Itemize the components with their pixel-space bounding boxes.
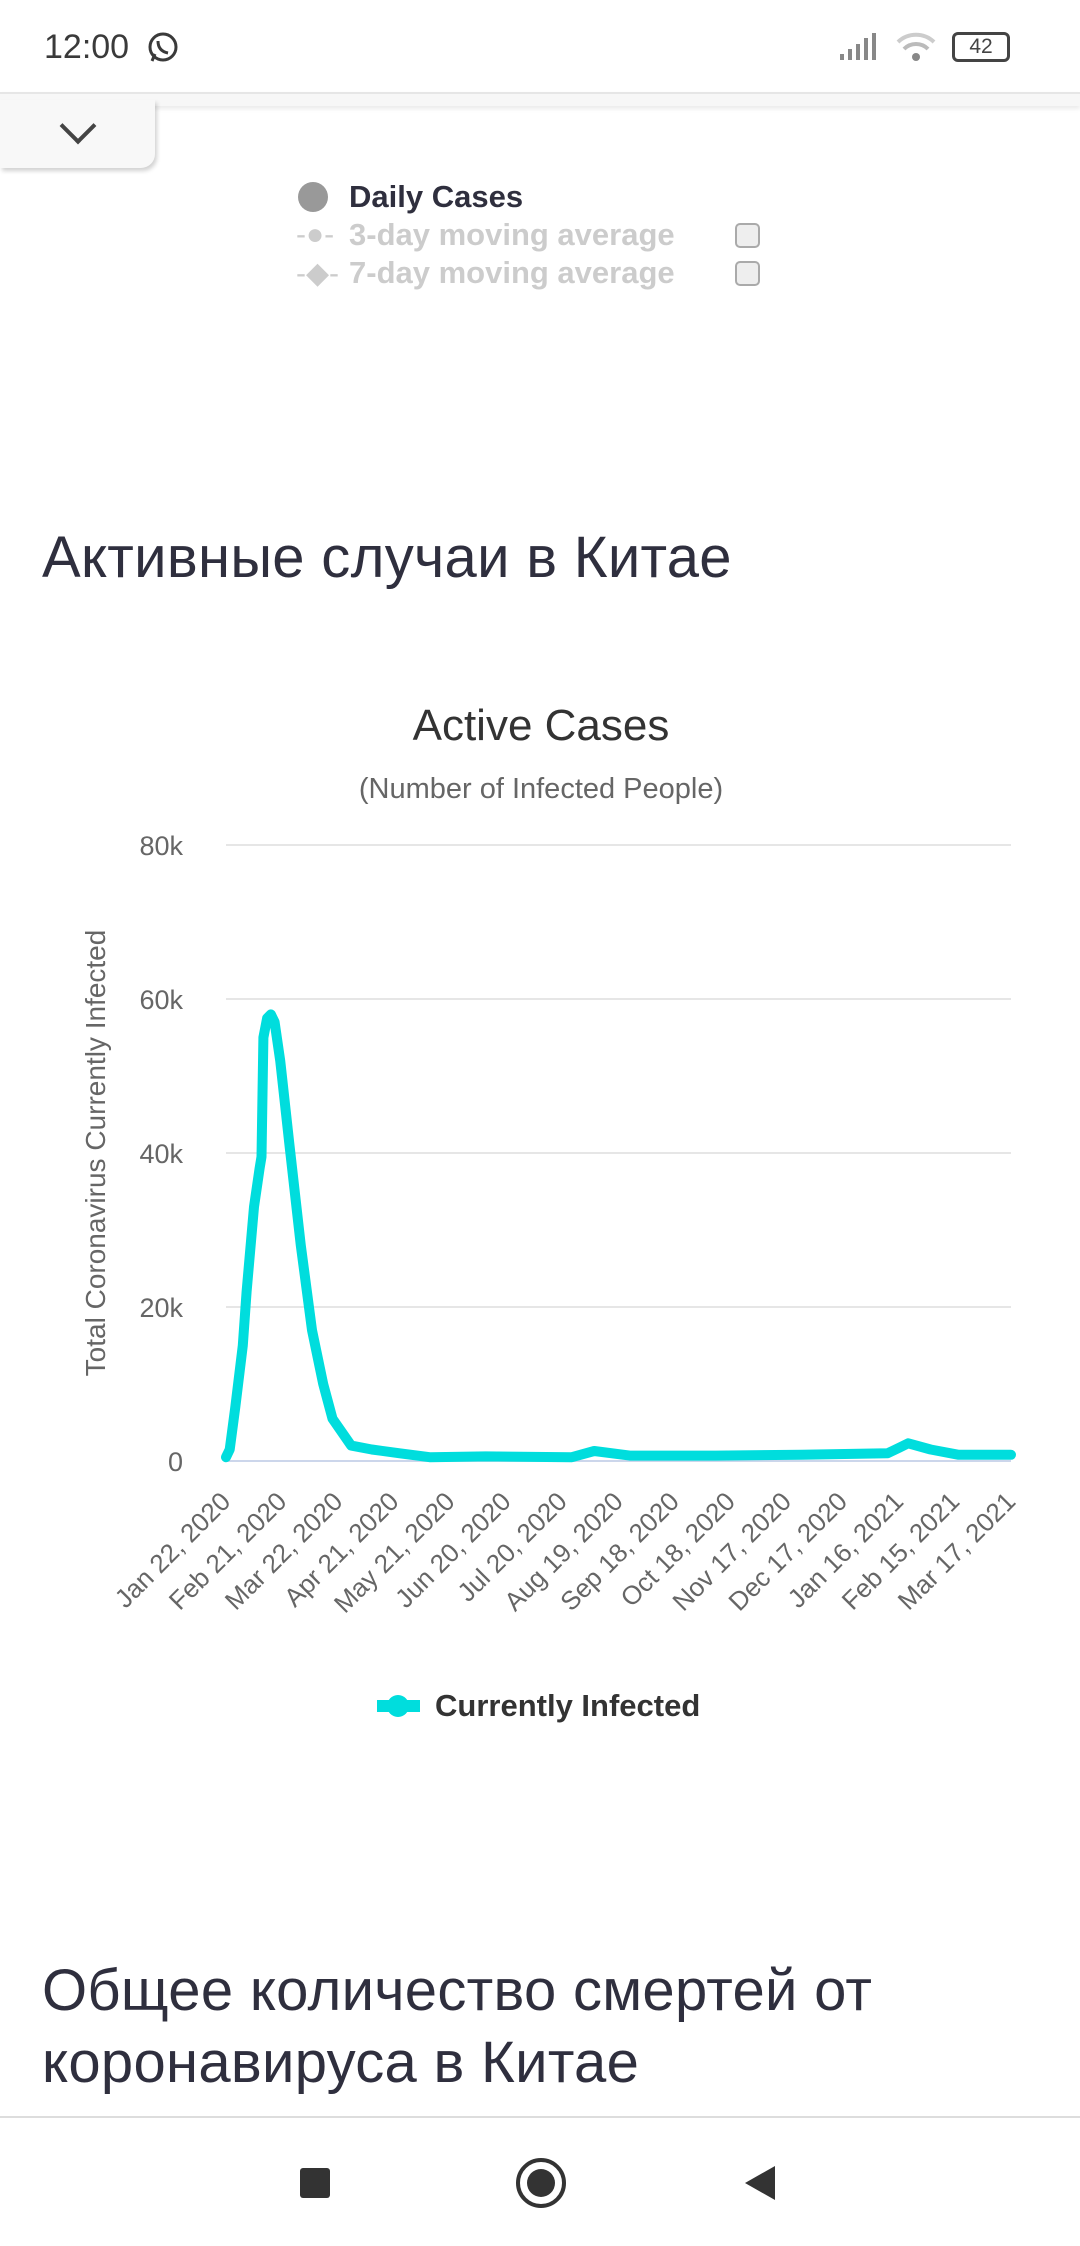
line-marker-icon: -●-	[296, 218, 335, 251]
collapse-button[interactable]	[0, 100, 155, 168]
heading-line: коронавируса в Китае	[42, 2030, 640, 2095]
legend-label: 3-day moving average	[349, 217, 675, 252]
y-tick-label: 60k	[139, 985, 183, 1015]
y-tick-label: 0	[168, 1447, 183, 1477]
series-line-currently-infected	[221, 1009, 1016, 1463]
prev-chart-legend: Daily Cases -●- 3-day moving average -◆- 7…	[296, 178, 760, 292]
chart-subtitle: (Number of Infected People)	[359, 773, 723, 805]
status-bar: 12:00 42	[0, 0, 1080, 92]
y-tick-label: 40k	[139, 1139, 183, 1169]
clock: 12:00	[44, 28, 130, 66]
circle-marker-icon	[298, 182, 328, 212]
chart-title: Active Cases	[413, 701, 670, 750]
y-tick-label: 80k	[139, 831, 183, 861]
navigation-bar	[0, 2116, 1080, 2246]
legend-marker-icon	[387, 1695, 409, 1717]
home-button[interactable]	[516, 2158, 566, 2208]
heading-line: Общее количество смертей от	[42, 1958, 873, 2023]
header-divider	[0, 92, 1080, 106]
back-button[interactable]	[745, 2166, 775, 2200]
home-icon	[527, 2169, 555, 2197]
section-heading-deaths: Общее количество смертей от коронавируса …	[42, 1955, 872, 2099]
battery-icon: 42	[952, 32, 1010, 62]
recents-button[interactable]	[300, 2168, 330, 2198]
y-tick-label: 20k	[139, 1293, 183, 1323]
line-marker-icon: -◆-	[296, 256, 340, 290]
legend-item-3day[interactable]: -●- 3-day moving average	[296, 216, 760, 254]
y-axis-label: Total Coronavirus Currently Infected	[80, 930, 111, 1377]
legend-item-7day[interactable]: -◆- 7-day moving average	[296, 254, 760, 292]
legend-label: Currently Infected	[435, 1688, 700, 1723]
section-heading-active-cases: Активные случаи в Китае	[42, 525, 732, 590]
chart-legend-currently-infected[interactable]: Currently Infected	[377, 1688, 700, 1723]
signal-icon	[840, 33, 876, 60]
checkbox-7day[interactable]	[734, 260, 760, 286]
legend-label: 7-day moving average	[349, 255, 675, 290]
battery-level: 42	[969, 35, 993, 58]
legend-item-daily-cases[interactable]: Daily Cases	[296, 178, 760, 216]
wifi-icon	[896, 32, 936, 61]
checkbox-3day[interactable]	[734, 222, 760, 248]
active-cases-chart: Active Cases (Number of Infected People)…	[80, 701, 1021, 1723]
chevron-down-icon	[59, 107, 96, 145]
legend-label: Daily Cases	[349, 179, 524, 214]
whatsapp-icon	[148, 32, 178, 62]
